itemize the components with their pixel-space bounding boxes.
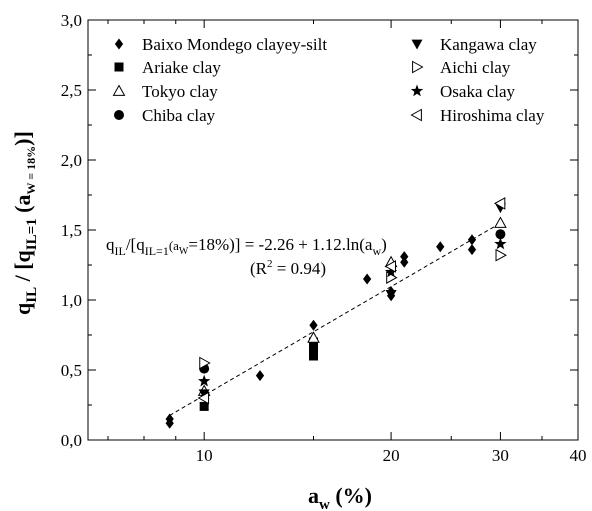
y-tick-label: 0,0 [61, 431, 82, 450]
data-point [494, 216, 507, 228]
data-point [495, 229, 506, 240]
data-point [436, 241, 445, 253]
equation-label: qIL/[qIL=1(aW=18%)] = -2.26 + 1.12.ln(aw… [106, 235, 387, 258]
y-axis-label: qIL / [qIL=1 (aW = 18%)] [10, 131, 40, 315]
data-point [309, 351, 319, 361]
x-axis-label: aw (%) [308, 483, 372, 511]
legend-marker [114, 38, 124, 50]
y-tick-label: 1,0 [61, 291, 82, 310]
y-tick-label: 1,5 [61, 221, 82, 240]
data-point [384, 260, 396, 273]
y-tick-label: 3,0 [61, 11, 82, 30]
data-point [467, 234, 477, 246]
data-point [493, 197, 506, 210]
legend-label: Chiba clay [142, 106, 216, 125]
data-point [495, 248, 507, 262]
x-tick-label: 20 [383, 446, 400, 465]
r-squared-label: (R2 = 0.94) [250, 258, 326, 278]
data-point [307, 331, 320, 343]
legend-marker [410, 84, 424, 97]
x-tick-label: 30 [492, 446, 509, 465]
data-point [255, 370, 265, 382]
data-point [198, 389, 210, 400]
data-point [197, 391, 210, 405]
legend-label: Osaka clay [440, 82, 516, 101]
legend-marker [114, 110, 124, 120]
data-point [363, 273, 372, 285]
y-axis: 0,0 0,5 1,0 1,5 2,0 2,5 3,0 [61, 11, 578, 450]
data-point [197, 374, 211, 387]
x-tick-label: 10 [196, 446, 213, 465]
legend-label: Aichi clay [440, 58, 511, 77]
y-tick-label: 2,0 [61, 151, 82, 170]
fit-line [169, 222, 501, 416]
legend-marker [411, 39, 423, 50]
data-point [400, 256, 409, 268]
data-point [494, 237, 507, 250]
x-axis: 10 20 30 40 [107, 20, 587, 465]
y-tick-label: 0,5 [61, 361, 82, 380]
data-point [199, 356, 211, 370]
y-tick-label: 2,5 [61, 81, 82, 100]
legend-label: Hiroshima clay [440, 106, 545, 125]
data-point [400, 251, 409, 263]
legend-marker [114, 62, 124, 72]
legend-label: Kangawa clay [440, 35, 537, 54]
legend: Baixo Mondego clayey-silt Ariake clay Toky… [112, 35, 545, 125]
legend-marker [410, 108, 422, 122]
data-points [165, 197, 507, 429]
data-point [165, 413, 174, 425]
legend-marker [412, 60, 424, 74]
data-point [309, 319, 318, 331]
legend-label: Baixo Mondego clayey-silt [142, 35, 327, 54]
data-point [385, 290, 397, 300]
legend-marker [112, 84, 126, 96]
legend-label: Ariake clay [142, 58, 221, 77]
data-point [199, 401, 209, 411]
legend-label: Tokyo clay [142, 82, 218, 101]
x-tick-label: 40 [570, 446, 587, 465]
data-point [467, 244, 477, 256]
fit-layer [169, 222, 501, 416]
data-point [384, 265, 398, 278]
